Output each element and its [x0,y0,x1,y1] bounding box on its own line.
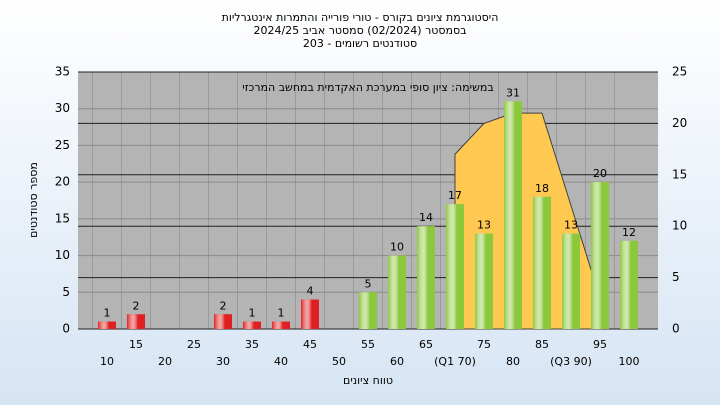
bar-shine [562,233,580,329]
bar-shine [533,196,551,329]
data-label: 2 [220,299,227,312]
bar-shine [127,314,145,329]
x-tick-label: 10 [100,355,114,368]
data-label: 18 [535,182,549,195]
data-label: 13 [477,219,491,232]
x-tick-label: 65 [419,338,433,351]
data-label: 12 [622,226,636,239]
y-tick-label: 35 [55,65,70,79]
x-tick-label: 30 [216,355,230,368]
data-label: 13 [564,219,578,232]
bar-shine [417,226,435,329]
x-tick-label: 60 [390,355,404,368]
bar-shine [243,321,261,329]
data-label: 20 [593,167,607,180]
x-axis-label: טווח ציונים [343,374,393,387]
data-label: 1 [104,307,111,320]
y2-tick-label: 25 [672,65,687,79]
bar-shine [214,314,232,329]
x-tick-label: 15 [129,338,143,351]
bar-shine [504,101,522,329]
bar-shine [98,321,116,329]
x-tick-label: 25 [187,338,201,351]
x-tick-label: 100 [619,355,640,368]
y-tick-label: 15 [55,211,70,225]
y-tick-label: 5 [62,285,70,299]
x-tick-label: (Q1 70) [434,355,476,368]
y-tick-label: 30 [55,101,70,115]
y2-tick-label: 20 [672,116,687,130]
data-label: 5 [365,277,372,290]
x-tick-label: 75 [477,338,491,351]
x-tick-label: 20 [158,355,172,368]
y2-tick-label: 15 [672,167,687,181]
data-label: 31 [506,86,520,99]
y2-tick-label: 5 [672,270,680,284]
y2-tick-label: 0 [672,322,680,336]
bar-shine [272,321,290,329]
x-tick-label: (Q3 90) [550,355,592,368]
data-label: 17 [448,189,462,202]
y-tick-label: 0 [62,322,70,336]
x-tick-label: 35 [245,338,259,351]
chart-subtitle: סטודנטים רשומים - 203 [303,37,417,50]
data-label: 14 [419,211,433,224]
x-tick-label: 55 [361,338,375,351]
bar-shine [388,255,406,329]
bar-shine [359,292,377,329]
data-label: 1 [278,307,285,320]
bar-shine [591,182,609,329]
y-tick-label: 25 [55,138,70,152]
data-label: 2 [133,299,140,312]
chart-subtitle: בסמסטר (02/2024) סמסטר אביב 2024/25 [253,24,466,37]
y-tick-label: 20 [55,175,70,189]
x-tick-label: 85 [535,338,549,351]
x-tick-label: 50 [332,355,346,368]
bar-shine [446,204,464,329]
y-tick-label: 10 [55,248,70,262]
data-label: 4 [307,285,314,298]
x-tick-label: 95 [593,338,607,351]
x-tick-label: 45 [303,338,317,351]
x-tick-label: 40 [274,355,288,368]
y-axis-label: מספר סטודנטים [27,162,40,238]
x-tick-label: 80 [506,355,520,368]
bar-shine [620,240,638,329]
chart-title: היסטוגרמת ציונים בקורס - טורי פורייה והת… [222,11,499,24]
bar-shine [301,299,319,329]
data-label: 1 [249,307,256,320]
y2-tick-label: 10 [672,219,687,233]
bar-shine [475,233,493,329]
data-label: 10 [390,241,404,254]
annotation: במשימה: ציון סופי במערכת האקדמית במחשב ה… [242,81,493,94]
